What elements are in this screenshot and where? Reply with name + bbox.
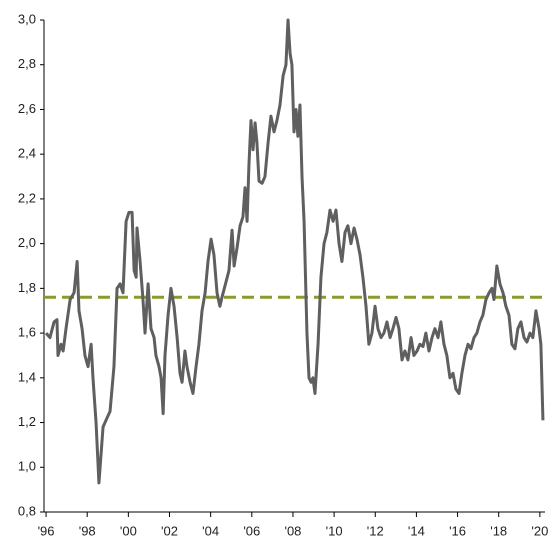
x-tick-label: '06	[243, 523, 260, 538]
y-tick-label: 2,2	[18, 190, 36, 205]
y-tick-label: 0,8	[18, 503, 36, 518]
x-tick-label: '00	[120, 523, 137, 538]
y-tick-label: 2,4	[18, 146, 36, 161]
series-line	[44, 18, 545, 485]
y-tick-label: 2,0	[18, 235, 36, 250]
x-tick-label: '14	[408, 523, 425, 538]
x-tick-label: '12	[367, 523, 384, 538]
x-tick-label: '08	[284, 523, 301, 538]
x-tick-label: '10	[326, 523, 343, 538]
y-tick-label: 1,2	[18, 414, 36, 429]
x-tick-label: '16	[449, 523, 466, 538]
y-tick-label: 3,0	[18, 11, 36, 26]
x-tick-label: '98	[79, 523, 96, 538]
y-tick-label: 2,6	[18, 101, 36, 116]
x-tick-label: '96	[38, 523, 55, 538]
x-tick-label: '04	[202, 523, 219, 538]
x-tick-label: '18	[490, 523, 507, 538]
y-tick-label: 1,8	[18, 280, 36, 295]
y-tick-label: 2,8	[18, 56, 36, 71]
x-tick-label: '20	[531, 523, 548, 538]
y-tick-label: 1,0	[18, 459, 36, 474]
x-tick-label: '02	[161, 523, 178, 538]
y-tick-label: 1,4	[18, 369, 36, 384]
y-tick-label: 1,6	[18, 325, 36, 340]
